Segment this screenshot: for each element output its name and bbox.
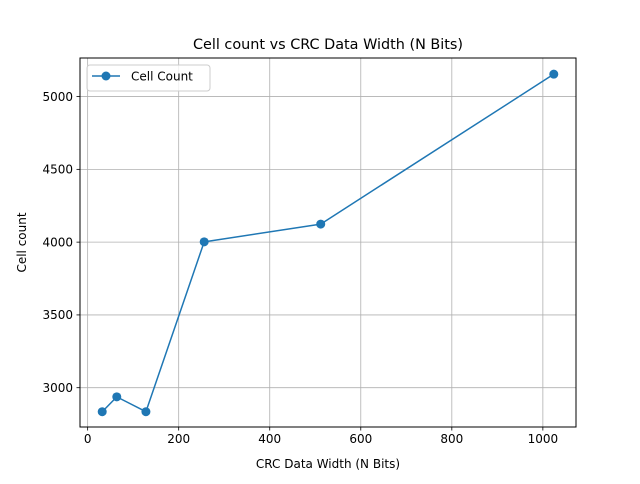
x-tick-label: 1000 [528, 432, 559, 446]
y-axis-ticks: 3000 3500 4000 4500 5000 [42, 90, 80, 395]
data-point [199, 237, 209, 247]
y-tick-label: 4500 [42, 163, 73, 177]
legend-label: Cell Count [131, 70, 193, 84]
y-tick-label: 3000 [42, 381, 73, 395]
data-point [316, 219, 326, 229]
x-tick-label: 0 [84, 432, 92, 446]
chart-title: Cell count vs CRC Data Width (N Bits) [193, 37, 463, 53]
series-layer [97, 69, 559, 417]
legend-marker-swatch [101, 71, 111, 81]
y-tick-label: 5000 [42, 90, 73, 104]
x-axis-ticks: 0 200 400 600 800 1000 [84, 427, 558, 446]
legend-box [86, 64, 211, 92]
y-tick-label: 4000 [42, 235, 73, 249]
series-line [101, 73, 555, 413]
data-point [112, 392, 122, 402]
data-point [141, 407, 151, 417]
x-tick-label: 600 [349, 432, 372, 446]
legend: Cell Count [86, 64, 211, 92]
data-point [97, 407, 107, 417]
y-axis-label: Cell count [15, 212, 29, 272]
x-tick-label: 200 [167, 432, 190, 446]
y-tick-label: 3500 [42, 308, 73, 322]
data-point [549, 69, 559, 79]
x-axis-label: CRC Data Width (N Bits) [256, 457, 400, 471]
x-tick-label: 800 [440, 432, 463, 446]
x-tick-label: 400 [258, 432, 281, 446]
grid-lines [80, 58, 576, 427]
